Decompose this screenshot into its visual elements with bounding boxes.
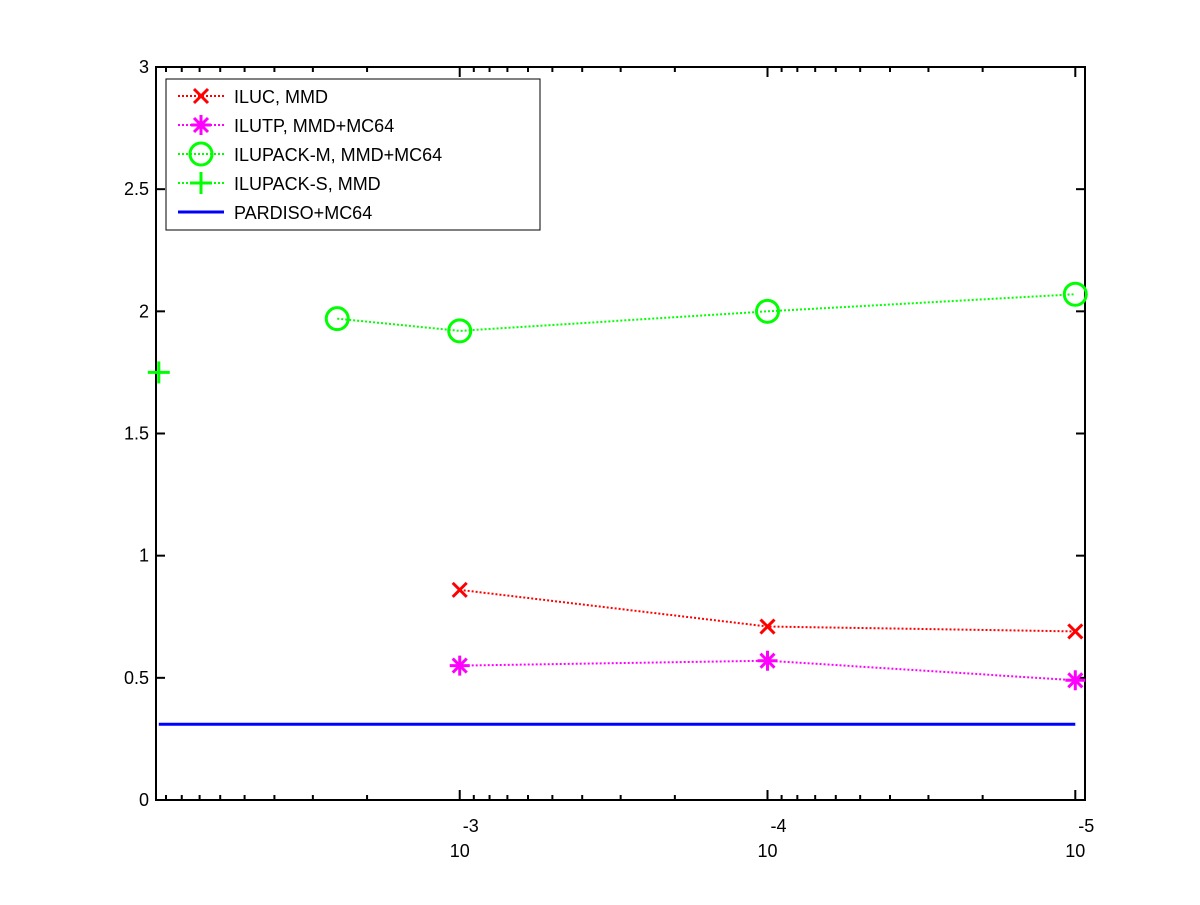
y-tick-label: 1 bbox=[139, 546, 149, 566]
marker-stroke bbox=[451, 581, 468, 598]
data-point-series-0 bbox=[451, 581, 468, 598]
y-tick-label: 1.5 bbox=[124, 424, 149, 444]
data-point-series-2 bbox=[447, 318, 473, 344]
legend-box bbox=[165, 78, 541, 231]
data-point-series-3 bbox=[147, 361, 170, 384]
data-point-series-0 bbox=[1067, 623, 1084, 640]
y-tick-label: 2 bbox=[139, 301, 149, 321]
y-tick-label: 3 bbox=[139, 57, 149, 77]
legend-entry-label: ILUPACK-M, MMD+MC64 bbox=[234, 145, 442, 165]
x-tick-label-base: 10 bbox=[757, 841, 777, 861]
x-tick-label-exponent: -4 bbox=[771, 816, 787, 836]
legend-entry-label: ILUPACK-S, MMD bbox=[234, 174, 381, 194]
data-point-series-1 bbox=[757, 650, 778, 671]
marker-stroke bbox=[447, 318, 473, 344]
series-line-2 bbox=[337, 293, 1076, 332]
data-point-series-2 bbox=[1062, 281, 1088, 307]
data-point-series-1 bbox=[449, 655, 470, 676]
legend-swatch-marker bbox=[188, 141, 214, 167]
y-tick-label: 0 bbox=[139, 790, 149, 810]
legend-entry-label: PARDISO+MC64 bbox=[234, 203, 372, 223]
marker-stroke bbox=[755, 298, 781, 324]
series-line-1 bbox=[459, 659, 1076, 682]
y-tick-label: 2.5 bbox=[124, 179, 149, 199]
legend: ILUC, MMD ILUTP, MMD+MC64 ILUPACK-M, MMD+M… bbox=[165, 78, 541, 231]
marker-stroke bbox=[759, 652, 776, 669]
marker-stroke bbox=[192, 116, 210, 134]
legend-swatch-marker bbox=[191, 115, 211, 135]
x-tick-label-exponent: -3 bbox=[463, 816, 479, 836]
marker-stroke bbox=[324, 306, 350, 332]
marker-stroke bbox=[759, 618, 776, 635]
legend-swatch-marker bbox=[192, 87, 210, 105]
marker-stroke bbox=[1067, 623, 1084, 640]
marker-stroke bbox=[188, 141, 214, 167]
legend-entry-label: ILUTP, MMD+MC64 bbox=[234, 116, 394, 136]
data-point-series-0 bbox=[759, 618, 776, 635]
x-tick-label-base: 10 bbox=[450, 841, 470, 861]
data-point-series-1 bbox=[1065, 670, 1086, 691]
legend-entry-label: ILUC, MMD bbox=[234, 87, 328, 107]
marker-stroke bbox=[192, 87, 210, 105]
plot-area bbox=[147, 281, 1088, 726]
x-tick-label-base: 10 bbox=[1065, 841, 1085, 861]
data-point-series-2 bbox=[755, 298, 781, 324]
legend-swatch-marker bbox=[190, 172, 212, 194]
marker-stroke bbox=[1067, 672, 1084, 689]
x-tick-label-exponent: -5 bbox=[1078, 816, 1094, 836]
marker-stroke bbox=[1062, 281, 1088, 307]
data-point-series-2 bbox=[324, 306, 350, 332]
y-tick-label: 0.5 bbox=[124, 668, 149, 688]
marker-stroke bbox=[451, 657, 468, 674]
axes: 0 0.5 1 1.5 2 2.5 3 10 -3 10 -4 10 -5 bbox=[124, 57, 1094, 861]
